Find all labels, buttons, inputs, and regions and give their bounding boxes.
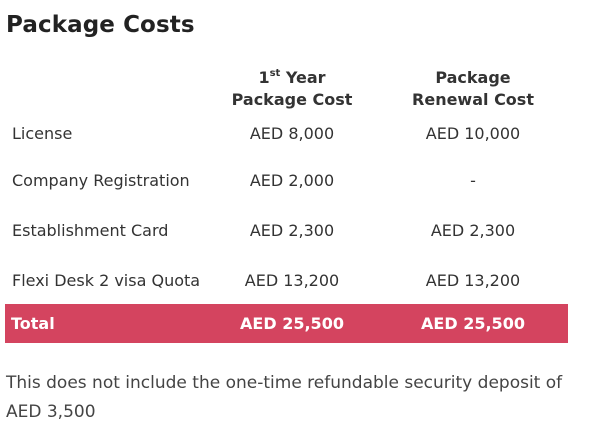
row-name: Flexi Desk 2 visa Quota — [12, 271, 201, 290]
header-first-year-number: 1 — [258, 68, 270, 87]
header-renewal-line2: Renewal Cost — [412, 90, 534, 109]
deposit-note: This does not include the one-time refun… — [6, 373, 563, 422]
header-first-year-line1: 1st Year — [207, 67, 377, 89]
row-first-year-cost: AED 2,000 — [249, 171, 335, 190]
total-first-year-cost: AED 25,500 — [240, 314, 344, 333]
row-name: Establishment Card — [12, 221, 169, 240]
table-row: License AED 8,000 AED 10,000 — [5, 116, 568, 152]
row-first-year-cost: AED 8,000 — [249, 124, 335, 143]
header-first-year-word: Year — [280, 68, 326, 87]
row-name: License — [12, 124, 73, 143]
row-first-year-cost: AED 13,200 — [244, 271, 340, 290]
table-row: Company Registration AED 2,000 - — [5, 163, 568, 199]
total-renewal-cost: AED 25,500 — [421, 314, 525, 333]
row-name: Company Registration — [12, 171, 190, 190]
header-first-year-line2: Package Cost — [231, 90, 353, 109]
table-row: Establishment Card AED 2,300 AED 2,300 — [5, 213, 568, 249]
table-row: Flexi Desk 2 visa Quota AED 13,200 AED 1… — [5, 263, 568, 299]
header-renewal-line1: Package — [435, 68, 511, 87]
total-row: Total AED 25,500 AED 25,500 — [5, 304, 568, 343]
header-first-year-ordinal: st — [269, 67, 281, 79]
row-renewal-cost: AED 10,000 — [425, 124, 521, 143]
header-package-renewal-cost: Package Renewal Cost — [388, 67, 558, 111]
total-label: Total — [11, 314, 55, 333]
row-renewal-cost: AED 2,300 — [430, 221, 516, 240]
row-renewal-cost: AED 13,200 — [425, 271, 521, 290]
page-title: Package Costs — [6, 12, 195, 38]
row-renewal-cost: - — [470, 171, 476, 190]
header-first-year-package-cost: 1st Year Package Cost — [207, 67, 377, 111]
row-first-year-cost: AED 2,300 — [249, 221, 335, 240]
